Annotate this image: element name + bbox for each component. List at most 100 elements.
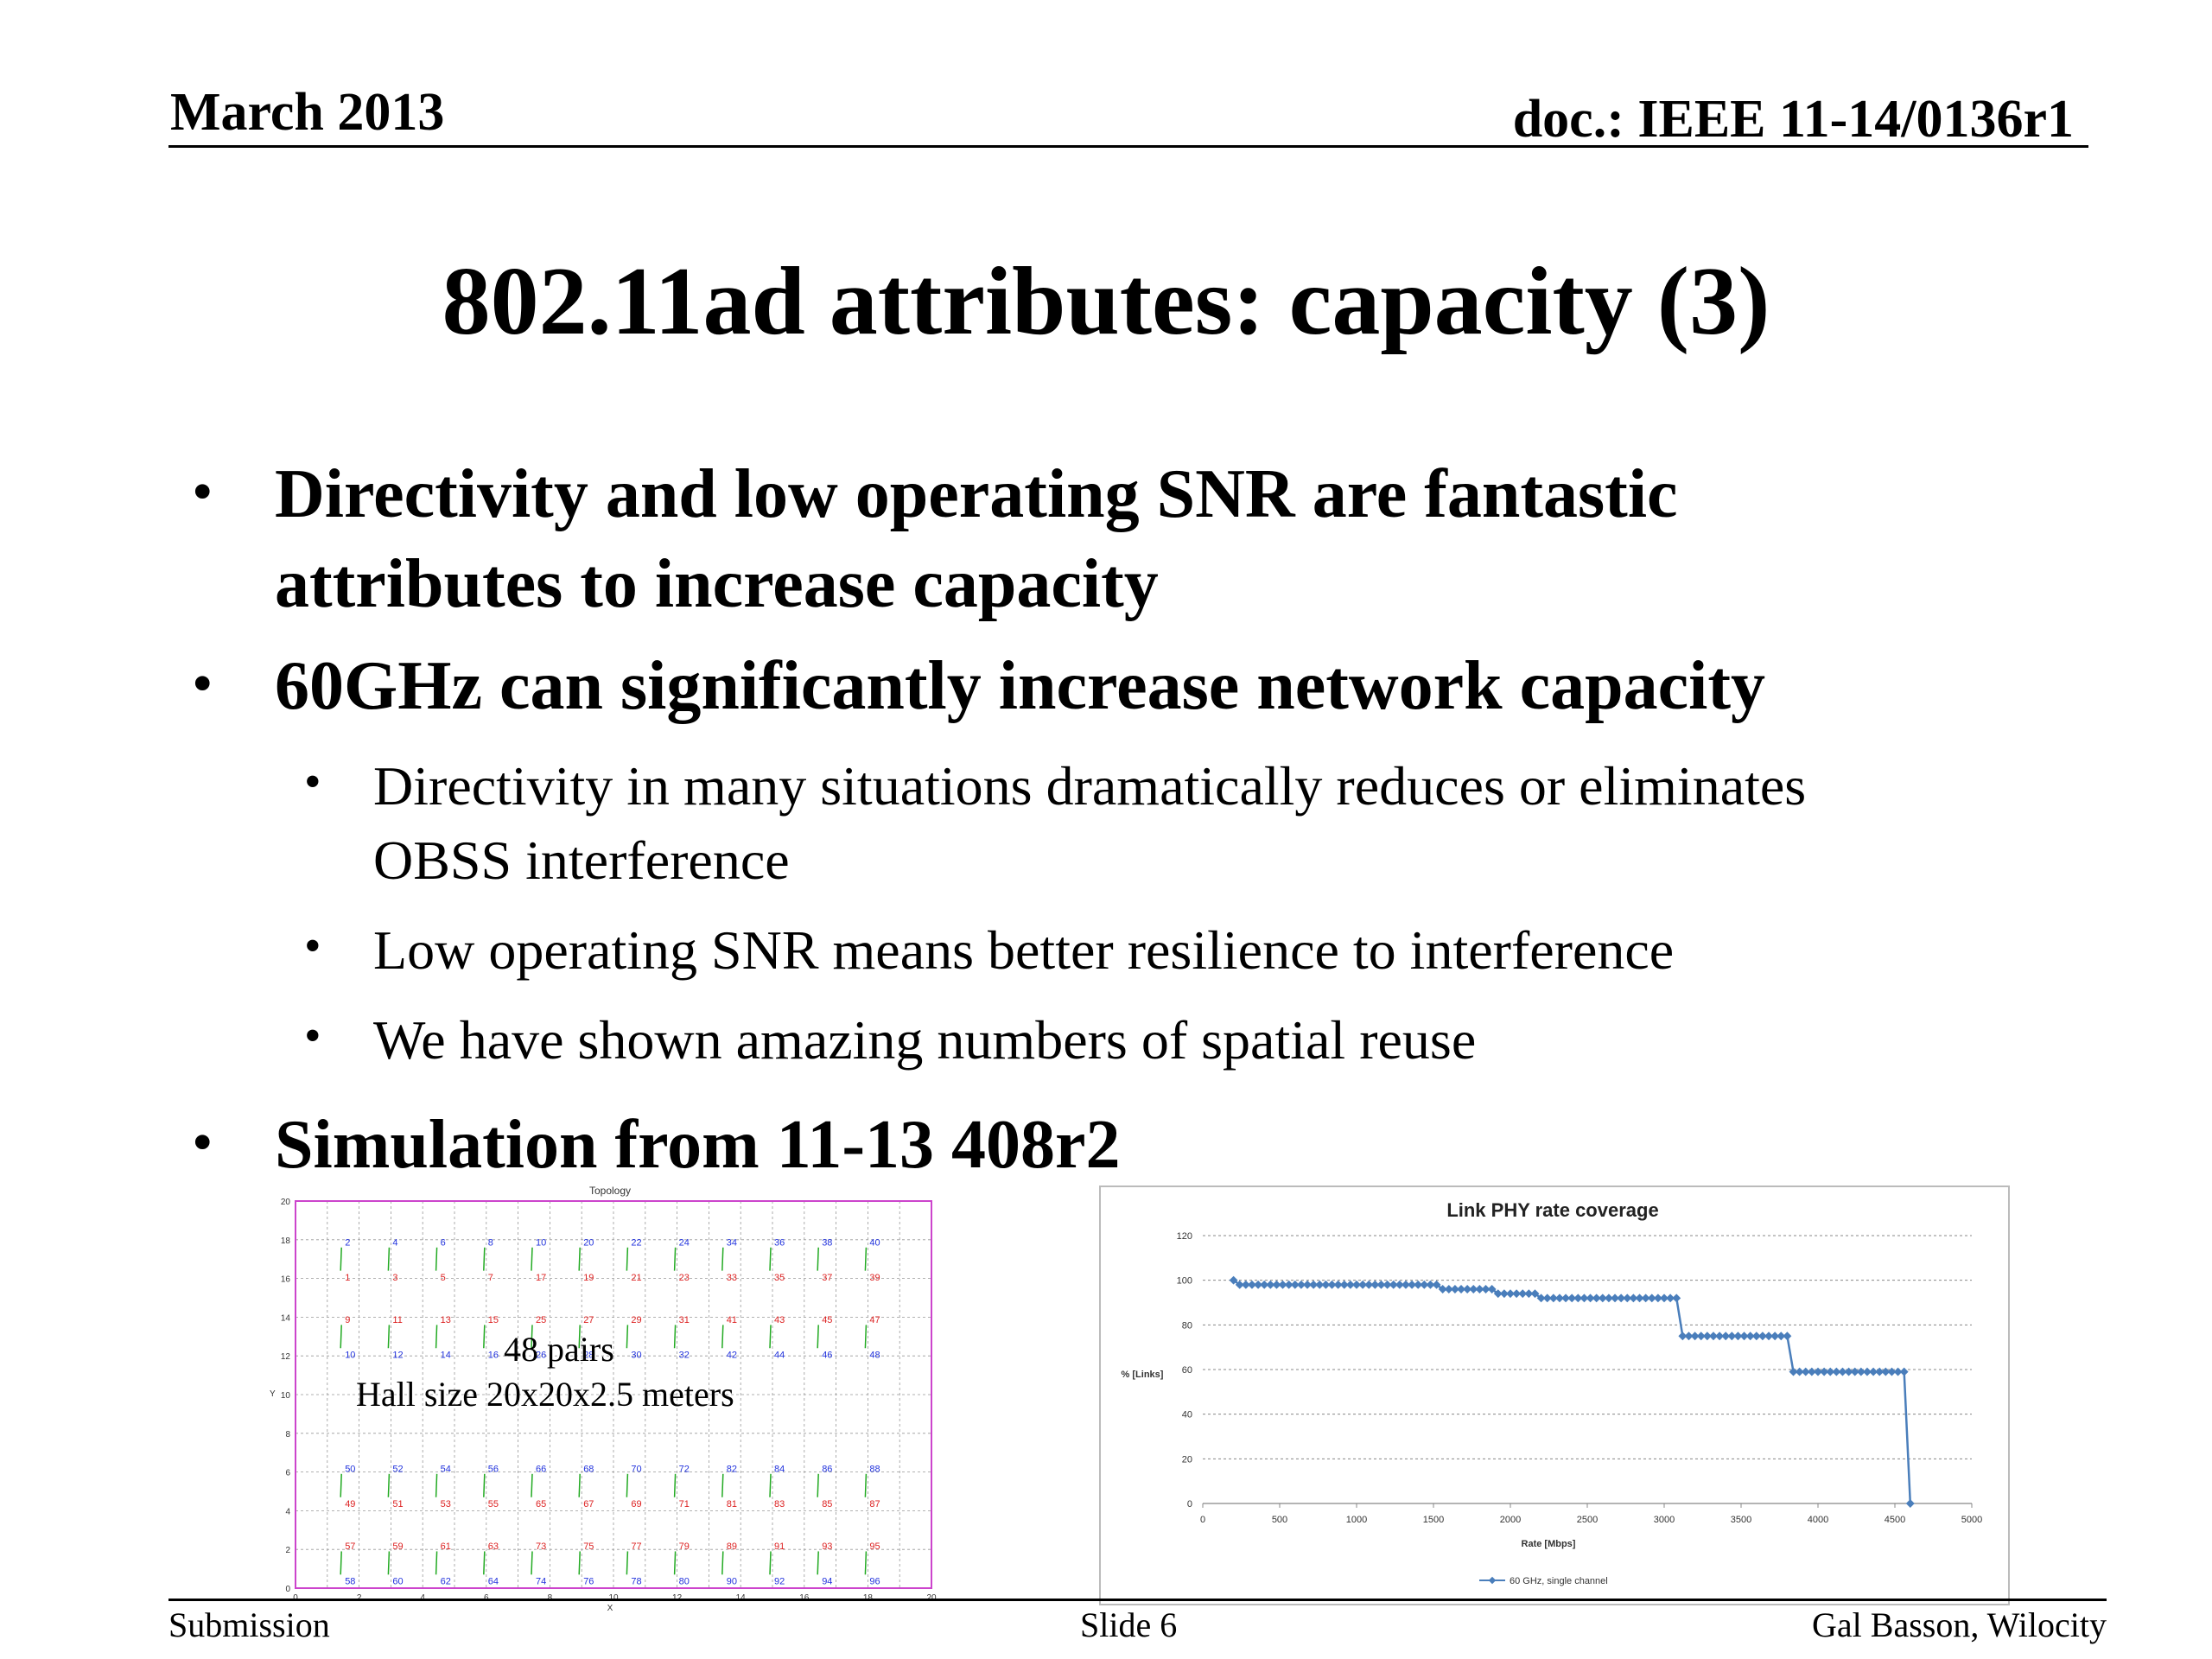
topology-link [531, 1325, 533, 1349]
topology-y-tick: 4 [285, 1507, 290, 1516]
topology-node-label: 10 [536, 1238, 546, 1249]
chart-point [1629, 1294, 1638, 1303]
sub-bullet-2: Low operating SNR means better resilienc… [373, 919, 1675, 981]
chart-point [1524, 1289, 1534, 1299]
footer-rule [168, 1599, 2107, 1601]
topology-node-label: 12 [392, 1350, 403, 1360]
topology-node-label: 72 [679, 1465, 690, 1475]
topology-node-label: 38 [822, 1238, 832, 1249]
topology-link [769, 1247, 772, 1271]
topology-link [340, 1247, 342, 1271]
topology-node-label: 70 [631, 1465, 641, 1475]
topology-node-label: 5 [441, 1273, 446, 1283]
topology-node-label: 88 [869, 1465, 880, 1475]
bullet-1-line-2: attributes to increase capacity [275, 546, 1159, 622]
chart-point [1457, 1285, 1465, 1294]
chart-series-line [1232, 1279, 1912, 1504]
chart-point [1475, 1285, 1484, 1294]
sub-bullet-1: Directivity in many situations dramatica… [373, 749, 1806, 898]
topology-node-label: 78 [631, 1577, 641, 1587]
sub-bullet-3: We have shown amazing numbers of spatial… [373, 1009, 1477, 1071]
topology-node-label: 13 [441, 1315, 451, 1325]
topology-node-label: 26 [536, 1350, 546, 1360]
topology-frame [295, 1200, 932, 1589]
topology-node-label: 6 [441, 1238, 446, 1249]
chart-point [1696, 1332, 1706, 1341]
chart-title: Link PHY rate coverage [1446, 1199, 1658, 1221]
chart-x-tick: 4000 [1808, 1515, 1828, 1525]
topology-x-tick: 14 [736, 1593, 747, 1603]
chart-point [1660, 1294, 1669, 1303]
sub-bullet-1-line-2: OBSS interference [373, 830, 790, 891]
topology-link [864, 1473, 868, 1497]
topology-link [864, 1325, 868, 1349]
sub-bullet-1-line-1: Directivity in many situations dramatica… [373, 755, 1807, 817]
bullet-2: 60GHz can significantly increase network… [275, 648, 1765, 724]
legend-marker [1488, 1576, 1497, 1585]
sub-bullet-dot: • [304, 919, 321, 973]
topology-x-tick: 0 [293, 1593, 298, 1603]
chart-point [1333, 1280, 1343, 1289]
topology-x-tick: 16 [799, 1593, 810, 1603]
chart-point [1364, 1280, 1374, 1289]
topology-node-label: 51 [392, 1499, 403, 1510]
chart-point [1512, 1289, 1522, 1299]
topology-node-label: 54 [441, 1465, 451, 1475]
chart-point [1518, 1289, 1528, 1299]
topology-node-label: 71 [679, 1499, 690, 1510]
topology-link [769, 1325, 772, 1349]
chart-point [1678, 1332, 1688, 1341]
topology-node-label: 27 [583, 1315, 594, 1325]
topology-title: Topology [589, 1185, 631, 1197]
topology-link [721, 1473, 724, 1497]
bullet-3: Simulation from 11-13 408r2 [275, 1107, 1121, 1183]
topology-node-label: 83 [774, 1499, 785, 1510]
topology-node-label: 87 [869, 1499, 880, 1510]
topology-link [483, 1551, 486, 1575]
topology-link [817, 1325, 819, 1349]
topology-link [578, 1325, 581, 1349]
topology-node-label: 41 [727, 1315, 737, 1325]
topology-ylabel: Y [270, 1389, 276, 1399]
topology-x-tick: 4 [420, 1593, 425, 1603]
chart-point [1905, 1499, 1915, 1508]
topology-link [387, 1325, 391, 1349]
bullet-dot: • [192, 459, 213, 525]
topology-link [340, 1551, 342, 1575]
topology-link [864, 1247, 868, 1271]
topology-link [673, 1247, 677, 1271]
topology-link [721, 1551, 724, 1575]
topology-hall-label: Hall size 20x20x2.5 meters [356, 1375, 734, 1414]
topology-node-label: 20 [583, 1238, 594, 1249]
topology-node-label: 52 [392, 1465, 403, 1475]
topology-link [483, 1325, 486, 1349]
topology-link [721, 1325, 724, 1349]
topology-link [673, 1473, 677, 1497]
topology-node-label: 55 [488, 1499, 499, 1510]
topology-node-label: 37 [822, 1273, 832, 1283]
chart-x-tick: 2000 [1500, 1515, 1521, 1525]
topology-x-tick: 12 [672, 1593, 683, 1603]
topology-node-label: 75 [583, 1541, 594, 1552]
topology-y-tick: 20 [281, 1198, 291, 1207]
legend-label: 60 GHz, single channel [1510, 1576, 1608, 1586]
topology-link [817, 1247, 819, 1271]
chart-point [1653, 1294, 1662, 1303]
topology-node-label: 33 [727, 1273, 737, 1283]
topology-node-label: 22 [631, 1238, 641, 1249]
topology-link [531, 1247, 533, 1271]
topology-link [673, 1551, 677, 1575]
chart-point [1899, 1367, 1909, 1376]
footer-slide-number: Slide 6 [1080, 1605, 1178, 1644]
topology-node-label: 53 [441, 1499, 451, 1510]
topology-node-label: 25 [536, 1315, 546, 1325]
topology-node-label: 77 [631, 1541, 641, 1552]
topology-link [531, 1551, 533, 1575]
header-date: March 2013 [170, 83, 445, 142]
topology-node-label: 10 [345, 1350, 355, 1360]
topology-node-label: 35 [774, 1273, 785, 1283]
footer-author: Gal Basson, Wilocity [1812, 1605, 2107, 1644]
topology-node-label: 81 [727, 1499, 737, 1510]
topology-node-label: 90 [727, 1577, 737, 1587]
topology-node-label: 3 [392, 1273, 397, 1283]
